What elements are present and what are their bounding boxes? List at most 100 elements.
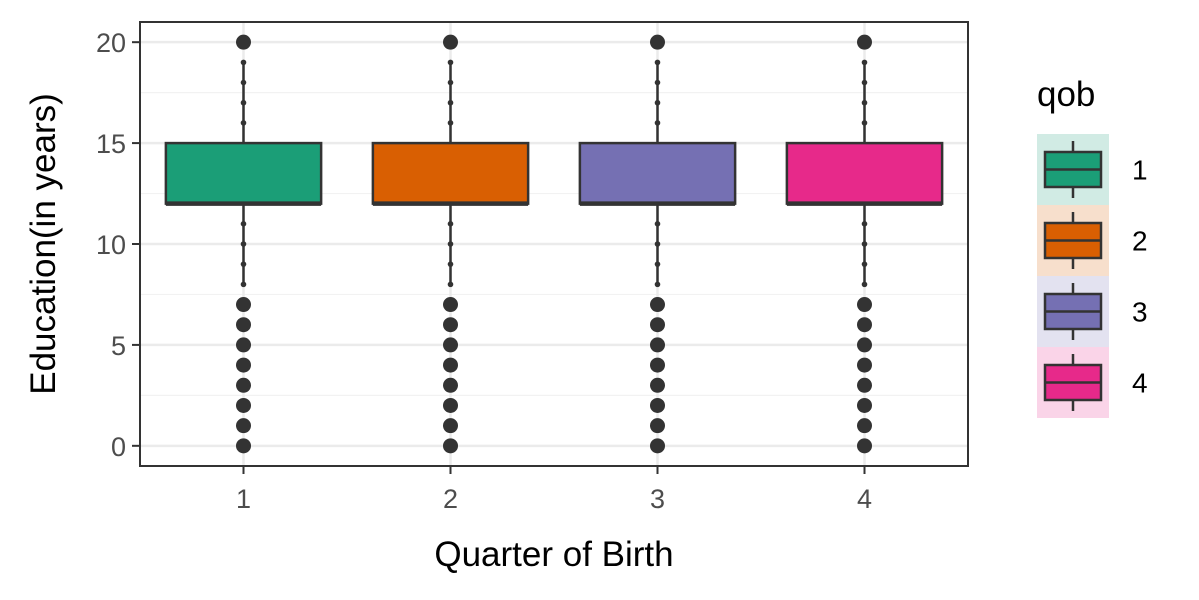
legend-item-2: 2: [1037, 205, 1148, 276]
outlier-point: [443, 317, 458, 333]
whisker-point: [447, 281, 454, 288]
grid-lines: [140, 22, 968, 466]
whisker-point: [654, 281, 661, 288]
outlier-point: [650, 317, 665, 333]
outlier-point: [443, 337, 458, 353]
box-group-4: [785, 34, 944, 454]
outlier-point: [857, 397, 872, 413]
outlier-point: [236, 418, 251, 434]
legend-title: qob: [1037, 75, 1095, 114]
legend-label: 3: [1132, 297, 1148, 328]
whisker-point: [654, 221, 661, 227]
outlier-point: [236, 317, 251, 333]
box-group-3: [578, 34, 737, 454]
outlier-point: [236, 337, 251, 353]
outlier-point: [443, 418, 458, 434]
outlier-point: [857, 337, 872, 353]
outlier-point: [857, 438, 872, 454]
outlier-point: [650, 34, 665, 50]
whisker-point: [447, 59, 454, 66]
whisker-point: [240, 99, 247, 106]
x-tick-label: 1: [236, 484, 251, 514]
x-axis-title: Quarter of Birth: [434, 535, 673, 574]
whisker-point: [654, 120, 661, 126]
box-group-1: [164, 34, 323, 454]
whisker-point: [861, 261, 868, 267]
outlier-point: [857, 317, 872, 333]
whisker-point: [861, 221, 868, 227]
whisker-point: [447, 241, 454, 247]
box-group-2: [371, 34, 530, 454]
whisker-point: [240, 59, 247, 66]
whisker-point: [861, 120, 868, 126]
outlier-point: [443, 397, 458, 413]
y-tick-label: 0: [111, 432, 126, 462]
outlier-point: [236, 438, 251, 454]
legend: 1 2 3 4: [1037, 134, 1148, 418]
legend-label: 1: [1132, 155, 1148, 186]
whisker-point: [240, 79, 247, 86]
outlier-point: [650, 297, 665, 313]
whisker-point: [861, 99, 868, 106]
whisker-point: [654, 79, 661, 86]
outlier-point: [236, 357, 251, 373]
outlier-point: [443, 34, 458, 50]
legend-label: 2: [1132, 226, 1148, 257]
x-tick-label: 4: [857, 484, 872, 514]
whisker-point: [861, 241, 868, 247]
y-tick-label: 20: [96, 28, 126, 58]
outlier-point: [857, 34, 872, 50]
outlier-point: [236, 297, 251, 313]
y-tick-label: 10: [96, 230, 126, 260]
whisker-point: [240, 120, 247, 126]
y-axis-title: Education(in years): [24, 93, 63, 395]
outlier-point: [443, 357, 458, 373]
outlier-point: [650, 337, 665, 353]
whisker-point: [861, 59, 868, 66]
outlier-point: [443, 297, 458, 313]
x-tick-label: 2: [443, 484, 458, 514]
box-2: [371, 141, 530, 205]
whisker-point: [240, 221, 247, 227]
outlier-point: [650, 438, 665, 454]
whisker-point: [240, 281, 247, 288]
whisker-point: [447, 221, 454, 227]
box-3: [578, 141, 737, 205]
outlier-point: [236, 397, 251, 413]
whisker-point: [447, 99, 454, 106]
outlier-point: [236, 34, 251, 50]
x-tick-label: 3: [650, 484, 665, 514]
whisker-point: [654, 59, 661, 66]
outlier-point: [857, 297, 872, 313]
box-1: [164, 141, 323, 205]
whisker-point: [447, 261, 454, 267]
y-tick-label: 15: [96, 129, 126, 159]
whisker-point: [861, 281, 868, 288]
whisker-point: [861, 79, 868, 86]
outlier-point: [443, 377, 458, 393]
outlier-point: [650, 418, 665, 434]
y-tick-label: 5: [111, 331, 126, 361]
outlier-point: [650, 377, 665, 393]
outlier-point: [236, 377, 251, 393]
whisker-point: [447, 79, 454, 86]
box-4: [785, 141, 944, 205]
legend-item-1: 1: [1037, 134, 1148, 205]
outlier-point: [857, 357, 872, 373]
axes: 0 5 10 15 20 1 2 3 4: [96, 28, 872, 514]
outlier-point: [443, 438, 458, 454]
whisker-point: [240, 241, 247, 247]
legend-label: 4: [1132, 368, 1148, 399]
outlier-point: [650, 357, 665, 373]
outlier-point: [857, 377, 872, 393]
whisker-point: [240, 261, 247, 267]
whisker-point: [447, 120, 454, 126]
outlier-point: [857, 418, 872, 434]
whisker-point: [654, 241, 661, 247]
whisker-point: [654, 261, 661, 267]
whisker-point: [654, 99, 661, 106]
legend-item-3: 3: [1037, 276, 1148, 347]
legend-item-4: 4: [1037, 347, 1148, 418]
outlier-point: [650, 397, 665, 413]
